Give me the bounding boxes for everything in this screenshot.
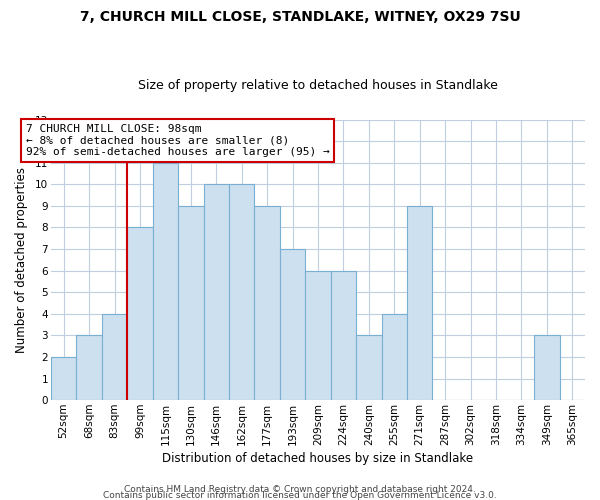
Bar <box>254 206 280 400</box>
Bar <box>356 336 382 400</box>
Bar <box>76 336 102 400</box>
Bar <box>178 206 203 400</box>
Text: 7 CHURCH MILL CLOSE: 98sqm
← 8% of detached houses are smaller (8)
92% of semi-d: 7 CHURCH MILL CLOSE: 98sqm ← 8% of detac… <box>26 124 329 157</box>
Bar <box>305 270 331 400</box>
Text: Contains public sector information licensed under the Open Government Licence v3: Contains public sector information licen… <box>103 490 497 500</box>
X-axis label: Distribution of detached houses by size in Standlake: Distribution of detached houses by size … <box>163 452 473 465</box>
Bar <box>280 249 305 400</box>
Y-axis label: Number of detached properties: Number of detached properties <box>15 167 28 353</box>
Text: Contains HM Land Registry data © Crown copyright and database right 2024.: Contains HM Land Registry data © Crown c… <box>124 484 476 494</box>
Bar <box>127 228 152 400</box>
Bar <box>229 184 254 400</box>
Bar <box>152 162 178 400</box>
Bar <box>331 270 356 400</box>
Bar <box>382 314 407 400</box>
Bar <box>534 336 560 400</box>
Bar <box>203 184 229 400</box>
Bar <box>102 314 127 400</box>
Bar <box>407 206 433 400</box>
Title: Size of property relative to detached houses in Standlake: Size of property relative to detached ho… <box>138 79 498 92</box>
Bar <box>51 357 76 400</box>
Text: 7, CHURCH MILL CLOSE, STANDLAKE, WITNEY, OX29 7SU: 7, CHURCH MILL CLOSE, STANDLAKE, WITNEY,… <box>80 10 520 24</box>
